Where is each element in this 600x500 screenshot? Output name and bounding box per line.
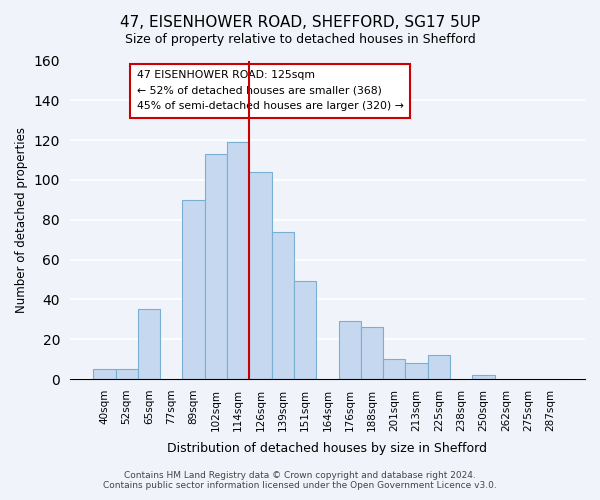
- Text: Size of property relative to detached houses in Shefford: Size of property relative to detached ho…: [125, 32, 475, 46]
- Text: 47 EISENHOWER ROAD: 125sqm
← 52% of detached houses are smaller (368)
45% of sem: 47 EISENHOWER ROAD: 125sqm ← 52% of deta…: [137, 70, 404, 112]
- Text: 47, EISENHOWER ROAD, SHEFFORD, SG17 5UP: 47, EISENHOWER ROAD, SHEFFORD, SG17 5UP: [120, 15, 480, 30]
- Bar: [294, 282, 316, 379]
- Text: Contains HM Land Registry data © Crown copyright and database right 2024.
Contai: Contains HM Land Registry data © Crown c…: [103, 470, 497, 490]
- Bar: [250, 172, 272, 379]
- Bar: [338, 322, 361, 379]
- Y-axis label: Number of detached properties: Number of detached properties: [15, 127, 28, 313]
- Bar: [272, 232, 294, 379]
- Bar: [472, 375, 494, 379]
- Bar: [138, 310, 160, 379]
- Bar: [428, 355, 450, 379]
- Bar: [227, 142, 250, 379]
- Bar: [383, 359, 406, 379]
- Bar: [205, 154, 227, 379]
- X-axis label: Distribution of detached houses by size in Shefford: Distribution of detached houses by size …: [167, 442, 487, 455]
- Bar: [406, 363, 428, 379]
- Bar: [93, 369, 116, 379]
- Bar: [361, 328, 383, 379]
- Bar: [182, 200, 205, 379]
- Bar: [116, 369, 138, 379]
